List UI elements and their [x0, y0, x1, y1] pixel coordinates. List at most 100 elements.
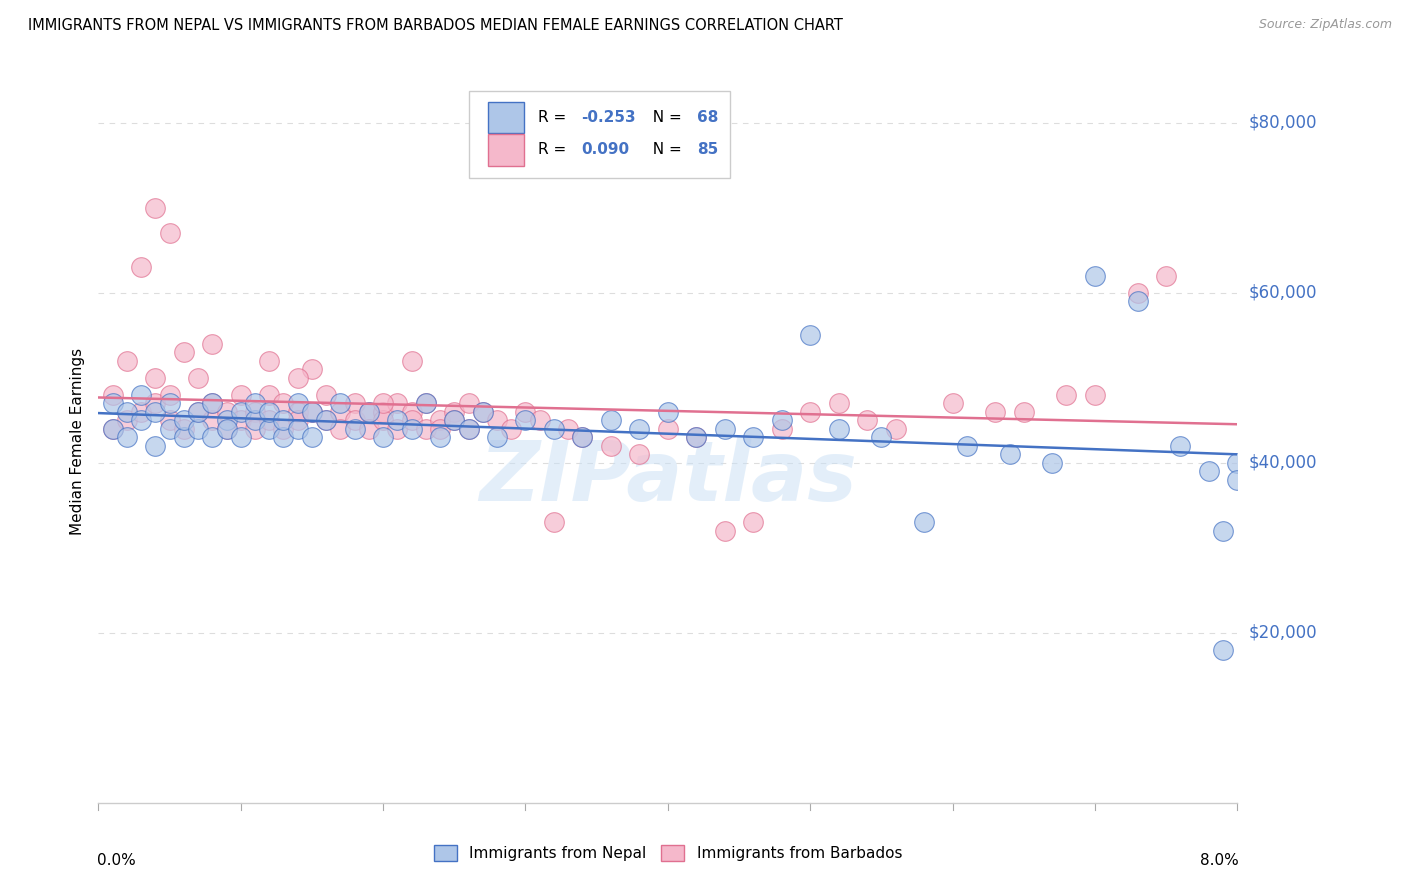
Point: [259, 353, 281, 368]
Point: [301, 362, 323, 376]
Point: [259, 422, 281, 436]
Point: [215, 413, 238, 427]
Point: [714, 524, 737, 538]
Point: [443, 413, 465, 427]
Point: [101, 396, 124, 410]
Point: [315, 413, 337, 427]
Point: [1226, 473, 1249, 487]
Point: [571, 430, 593, 444]
Point: [273, 422, 295, 436]
Point: [628, 422, 651, 436]
Point: [229, 413, 252, 427]
Point: [301, 405, 323, 419]
Point: [443, 413, 465, 427]
Point: [215, 405, 238, 419]
Point: [870, 430, 893, 444]
Point: [343, 413, 366, 427]
Point: [301, 405, 323, 419]
Point: [129, 413, 152, 427]
Point: [657, 422, 679, 436]
Point: [401, 405, 423, 419]
Point: [1126, 285, 1149, 300]
Point: [159, 388, 181, 402]
Point: [685, 430, 707, 444]
Point: [856, 413, 879, 427]
Point: [315, 413, 337, 427]
Point: [799, 405, 821, 419]
Point: [515, 413, 537, 427]
Point: [273, 413, 295, 427]
Point: [357, 405, 380, 419]
Point: [343, 396, 366, 410]
Point: [329, 405, 352, 419]
Point: [1012, 405, 1035, 419]
Point: [828, 396, 851, 410]
Bar: [488, 102, 524, 133]
Point: [201, 430, 224, 444]
Point: [1040, 456, 1063, 470]
Point: [415, 396, 437, 410]
Point: [1198, 464, 1220, 478]
Point: [129, 260, 152, 275]
Point: [529, 413, 551, 427]
Point: [357, 422, 380, 436]
Point: [486, 413, 509, 427]
Point: [229, 430, 252, 444]
Point: [371, 430, 394, 444]
Text: ZIPatlas: ZIPatlas: [479, 437, 856, 518]
Point: [229, 388, 252, 402]
Point: [201, 396, 224, 410]
Point: [1084, 268, 1107, 283]
Point: [287, 396, 309, 410]
Point: [429, 422, 451, 436]
Point: [201, 396, 224, 410]
Text: Source: ZipAtlas.com: Source: ZipAtlas.com: [1258, 18, 1392, 31]
Point: [115, 430, 138, 444]
Point: [415, 422, 437, 436]
Point: [287, 422, 309, 436]
Point: [401, 422, 423, 436]
Point: [1084, 388, 1107, 402]
Point: [486, 430, 509, 444]
Point: [159, 396, 181, 410]
Point: [956, 439, 979, 453]
Point: [145, 201, 167, 215]
Y-axis label: Median Female Earnings: Median Female Earnings: [69, 348, 84, 535]
Point: [371, 413, 394, 427]
Point: [1154, 268, 1177, 283]
Point: [301, 430, 323, 444]
Point: [415, 396, 437, 410]
Point: [357, 405, 380, 419]
Point: [259, 413, 281, 427]
Text: 0.0%: 0.0%: [97, 854, 136, 869]
Point: [600, 439, 623, 453]
Point: [387, 413, 409, 427]
Point: [201, 413, 224, 427]
Point: [457, 396, 479, 410]
Point: [401, 353, 423, 368]
Point: [145, 405, 167, 419]
Point: [429, 413, 451, 427]
Point: [243, 396, 266, 410]
Text: 68: 68: [697, 110, 718, 125]
Point: [145, 439, 167, 453]
Point: [600, 413, 623, 427]
Point: [329, 396, 352, 410]
Point: [828, 422, 851, 436]
Text: 0.090: 0.090: [581, 142, 630, 157]
Point: [884, 422, 907, 436]
Point: [371, 396, 394, 410]
Point: [371, 405, 394, 419]
Point: [145, 396, 167, 410]
Point: [101, 422, 124, 436]
Point: [259, 388, 281, 402]
Point: [159, 227, 181, 241]
Point: [387, 396, 409, 410]
Point: [515, 405, 537, 419]
Point: [173, 430, 195, 444]
Legend: Immigrants from Nepal, Immigrants from Barbados: Immigrants from Nepal, Immigrants from B…: [427, 839, 908, 867]
Point: [387, 422, 409, 436]
Point: [457, 422, 479, 436]
Point: [129, 388, 152, 402]
Point: [998, 447, 1021, 461]
